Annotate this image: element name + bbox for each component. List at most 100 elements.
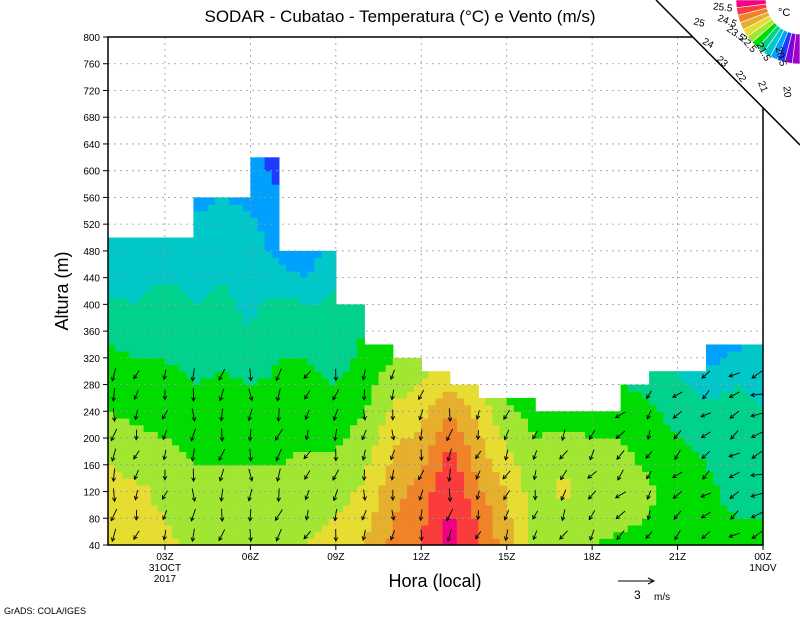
heatmap-cell [656, 391, 664, 399]
heatmap-cell [499, 498, 508, 506]
heatmap-cell [115, 317, 123, 326]
heatmap-cell [506, 518, 515, 526]
heatmap-cell [634, 418, 643, 426]
heatmap-cell [428, 478, 437, 486]
heatmap-cell [599, 478, 607, 486]
heatmap-cell [350, 518, 358, 526]
heatmap-cell [414, 531, 422, 539]
heatmap-cell [585, 418, 593, 426]
heatmap-cell [649, 484, 657, 493]
heatmap-cell [264, 531, 273, 539]
heatmap-cell [649, 458, 657, 466]
wind-arrow [110, 428, 118, 441]
heatmap-cell [663, 518, 672, 526]
heatmap-cell [620, 444, 629, 453]
heatmap-cell [157, 344, 166, 352]
heatmap-cell [463, 424, 472, 432]
heatmap-cell [627, 524, 636, 533]
heatmap-cell [115, 244, 123, 252]
heatmap-cell [421, 498, 429, 506]
heatmap-cell [563, 504, 572, 513]
heatmap-cell [414, 451, 422, 459]
wind-arrow-head [503, 536, 509, 542]
heatmap-cell [399, 538, 408, 546]
wind-arrow-head [303, 454, 308, 460]
heatmap-cell [456, 498, 465, 506]
heatmap-cell [556, 538, 565, 546]
heatmap-cell [221, 270, 230, 279]
y-tick-label: 240 [83, 407, 100, 418]
heatmap-cell [350, 304, 358, 312]
heatmap-cell [634, 438, 643, 446]
heatmap-cell [264, 257, 273, 265]
heatmap-cell [656, 431, 664, 439]
heatmap-cell [108, 264, 116, 272]
heatmap-cell [293, 431, 301, 439]
wind-arrow [134, 389, 139, 400]
heatmap-cell [307, 397, 316, 406]
heatmap-cell [471, 458, 479, 466]
heatmap-cell [264, 291, 273, 299]
heatmap-cell [350, 531, 358, 539]
heatmap-cell [435, 464, 444, 473]
heatmap-cell [214, 337, 223, 346]
wind-arrow [249, 508, 252, 521]
wind-arrow-head [162, 515, 167, 521]
wind-arrow [559, 530, 568, 540]
heatmap-cell [641, 511, 650, 519]
heatmap-cell [243, 217, 251, 225]
heatmap-cell [278, 304, 287, 312]
heatmap-cell [150, 511, 159, 519]
heatmap-cell [435, 384, 444, 392]
heatmap-cell [328, 331, 337, 339]
heatmap-cell [720, 424, 728, 432]
heatmap-cell [677, 458, 686, 466]
wind-arrow-head [475, 495, 481, 501]
heatmap-cell [720, 531, 728, 539]
heatmap-cell [136, 384, 145, 392]
heatmap-cell [221, 204, 230, 212]
heatmap-cell [706, 498, 714, 506]
heatmap-cell [677, 384, 686, 392]
wind-arrow-head [134, 435, 139, 441]
heatmap-cell [684, 411, 693, 419]
heatmap-cell [399, 418, 408, 426]
heatmap-cell [293, 357, 301, 366]
heatmap-cell [200, 237, 209, 245]
heatmap-cell [236, 418, 244, 426]
heatmap-cell [328, 438, 337, 446]
heatmap-cell [364, 364, 373, 372]
heatmap-cell [670, 484, 679, 493]
heatmap-cell [342, 451, 351, 459]
heatmap-cell [250, 284, 259, 292]
heatmap-cell [442, 431, 451, 439]
heatmap-cell [520, 538, 529, 546]
heatmap-cell [157, 511, 166, 519]
heatmap-cell [300, 531, 308, 539]
wind-arrow [588, 490, 597, 500]
heatmap-cell [214, 331, 223, 339]
heatmap-cell [399, 491, 408, 499]
heatmap-cell [627, 424, 636, 432]
heatmap-cell [264, 397, 273, 406]
heatmap-cell [684, 431, 693, 439]
heatmap-cell [179, 518, 187, 526]
heatmap-cell [250, 391, 259, 399]
heatmap-cell [335, 511, 344, 519]
heatmap-cell [264, 484, 273, 493]
heatmap-cell [271, 431, 280, 439]
heatmap-cell [748, 357, 757, 366]
heatmap-cell [221, 438, 230, 446]
heatmap-cell [499, 438, 508, 446]
heatmap-cell [250, 270, 259, 279]
wind-arrow-head [333, 376, 339, 382]
heatmap-cell [392, 484, 401, 493]
heatmap-cell [150, 291, 159, 299]
heatmap-cell [278, 311, 287, 319]
heatmap-cell [143, 297, 152, 305]
heatmap-cell [599, 424, 607, 432]
heatmap-cell [172, 504, 180, 513]
heatmap-cell [186, 324, 195, 332]
heatmap-cell [157, 331, 166, 339]
heatmap-cell [371, 424, 380, 432]
